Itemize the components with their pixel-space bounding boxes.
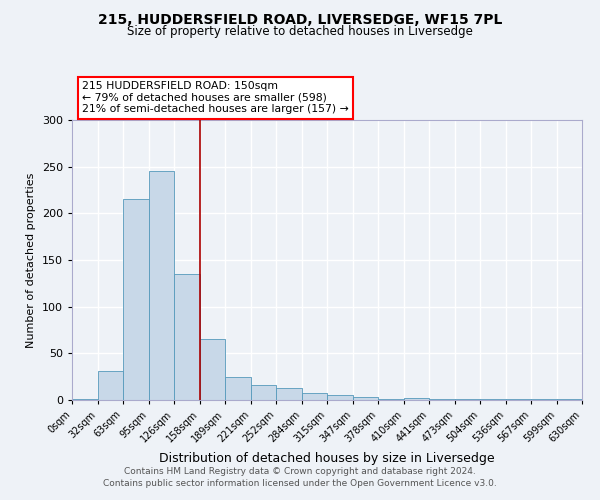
Bar <box>531 399 557 400</box>
Bar <box>582 398 600 400</box>
Y-axis label: Number of detached properties: Number of detached properties <box>26 172 36 348</box>
Bar <box>149 172 174 400</box>
Bar <box>251 385 276 400</box>
X-axis label: Distribution of detached houses by size in Liversedge: Distribution of detached houses by size … <box>159 452 495 466</box>
Bar <box>98 371 123 400</box>
Bar <box>302 392 327 400</box>
Bar <box>378 399 404 400</box>
Text: 215, HUDDERSFIELD ROAD, LIVERSEDGE, WF15 7PL: 215, HUDDERSFIELD ROAD, LIVERSEDGE, WF15… <box>98 12 502 26</box>
Bar <box>353 397 378 400</box>
Bar <box>174 274 200 400</box>
Text: 215 HUDDERSFIELD ROAD: 150sqm
← 79% of detached houses are smaller (598)
21% of : 215 HUDDERSFIELD ROAD: 150sqm ← 79% of d… <box>82 81 349 114</box>
Bar <box>200 340 225 400</box>
Bar <box>123 200 149 400</box>
Bar <box>225 376 251 400</box>
Bar <box>455 399 480 400</box>
Bar <box>429 399 455 400</box>
Bar <box>276 388 302 400</box>
Text: Contains HM Land Registry data © Crown copyright and database right 2024.: Contains HM Land Registry data © Crown c… <box>124 467 476 476</box>
Bar <box>557 399 582 400</box>
Bar <box>506 399 531 400</box>
Bar <box>480 399 506 400</box>
Text: Size of property relative to detached houses in Liversedge: Size of property relative to detached ho… <box>127 25 473 38</box>
Bar <box>327 396 353 400</box>
Text: Contains public sector information licensed under the Open Government Licence v3: Contains public sector information licen… <box>103 478 497 488</box>
Bar <box>404 398 429 400</box>
Bar <box>72 399 98 400</box>
